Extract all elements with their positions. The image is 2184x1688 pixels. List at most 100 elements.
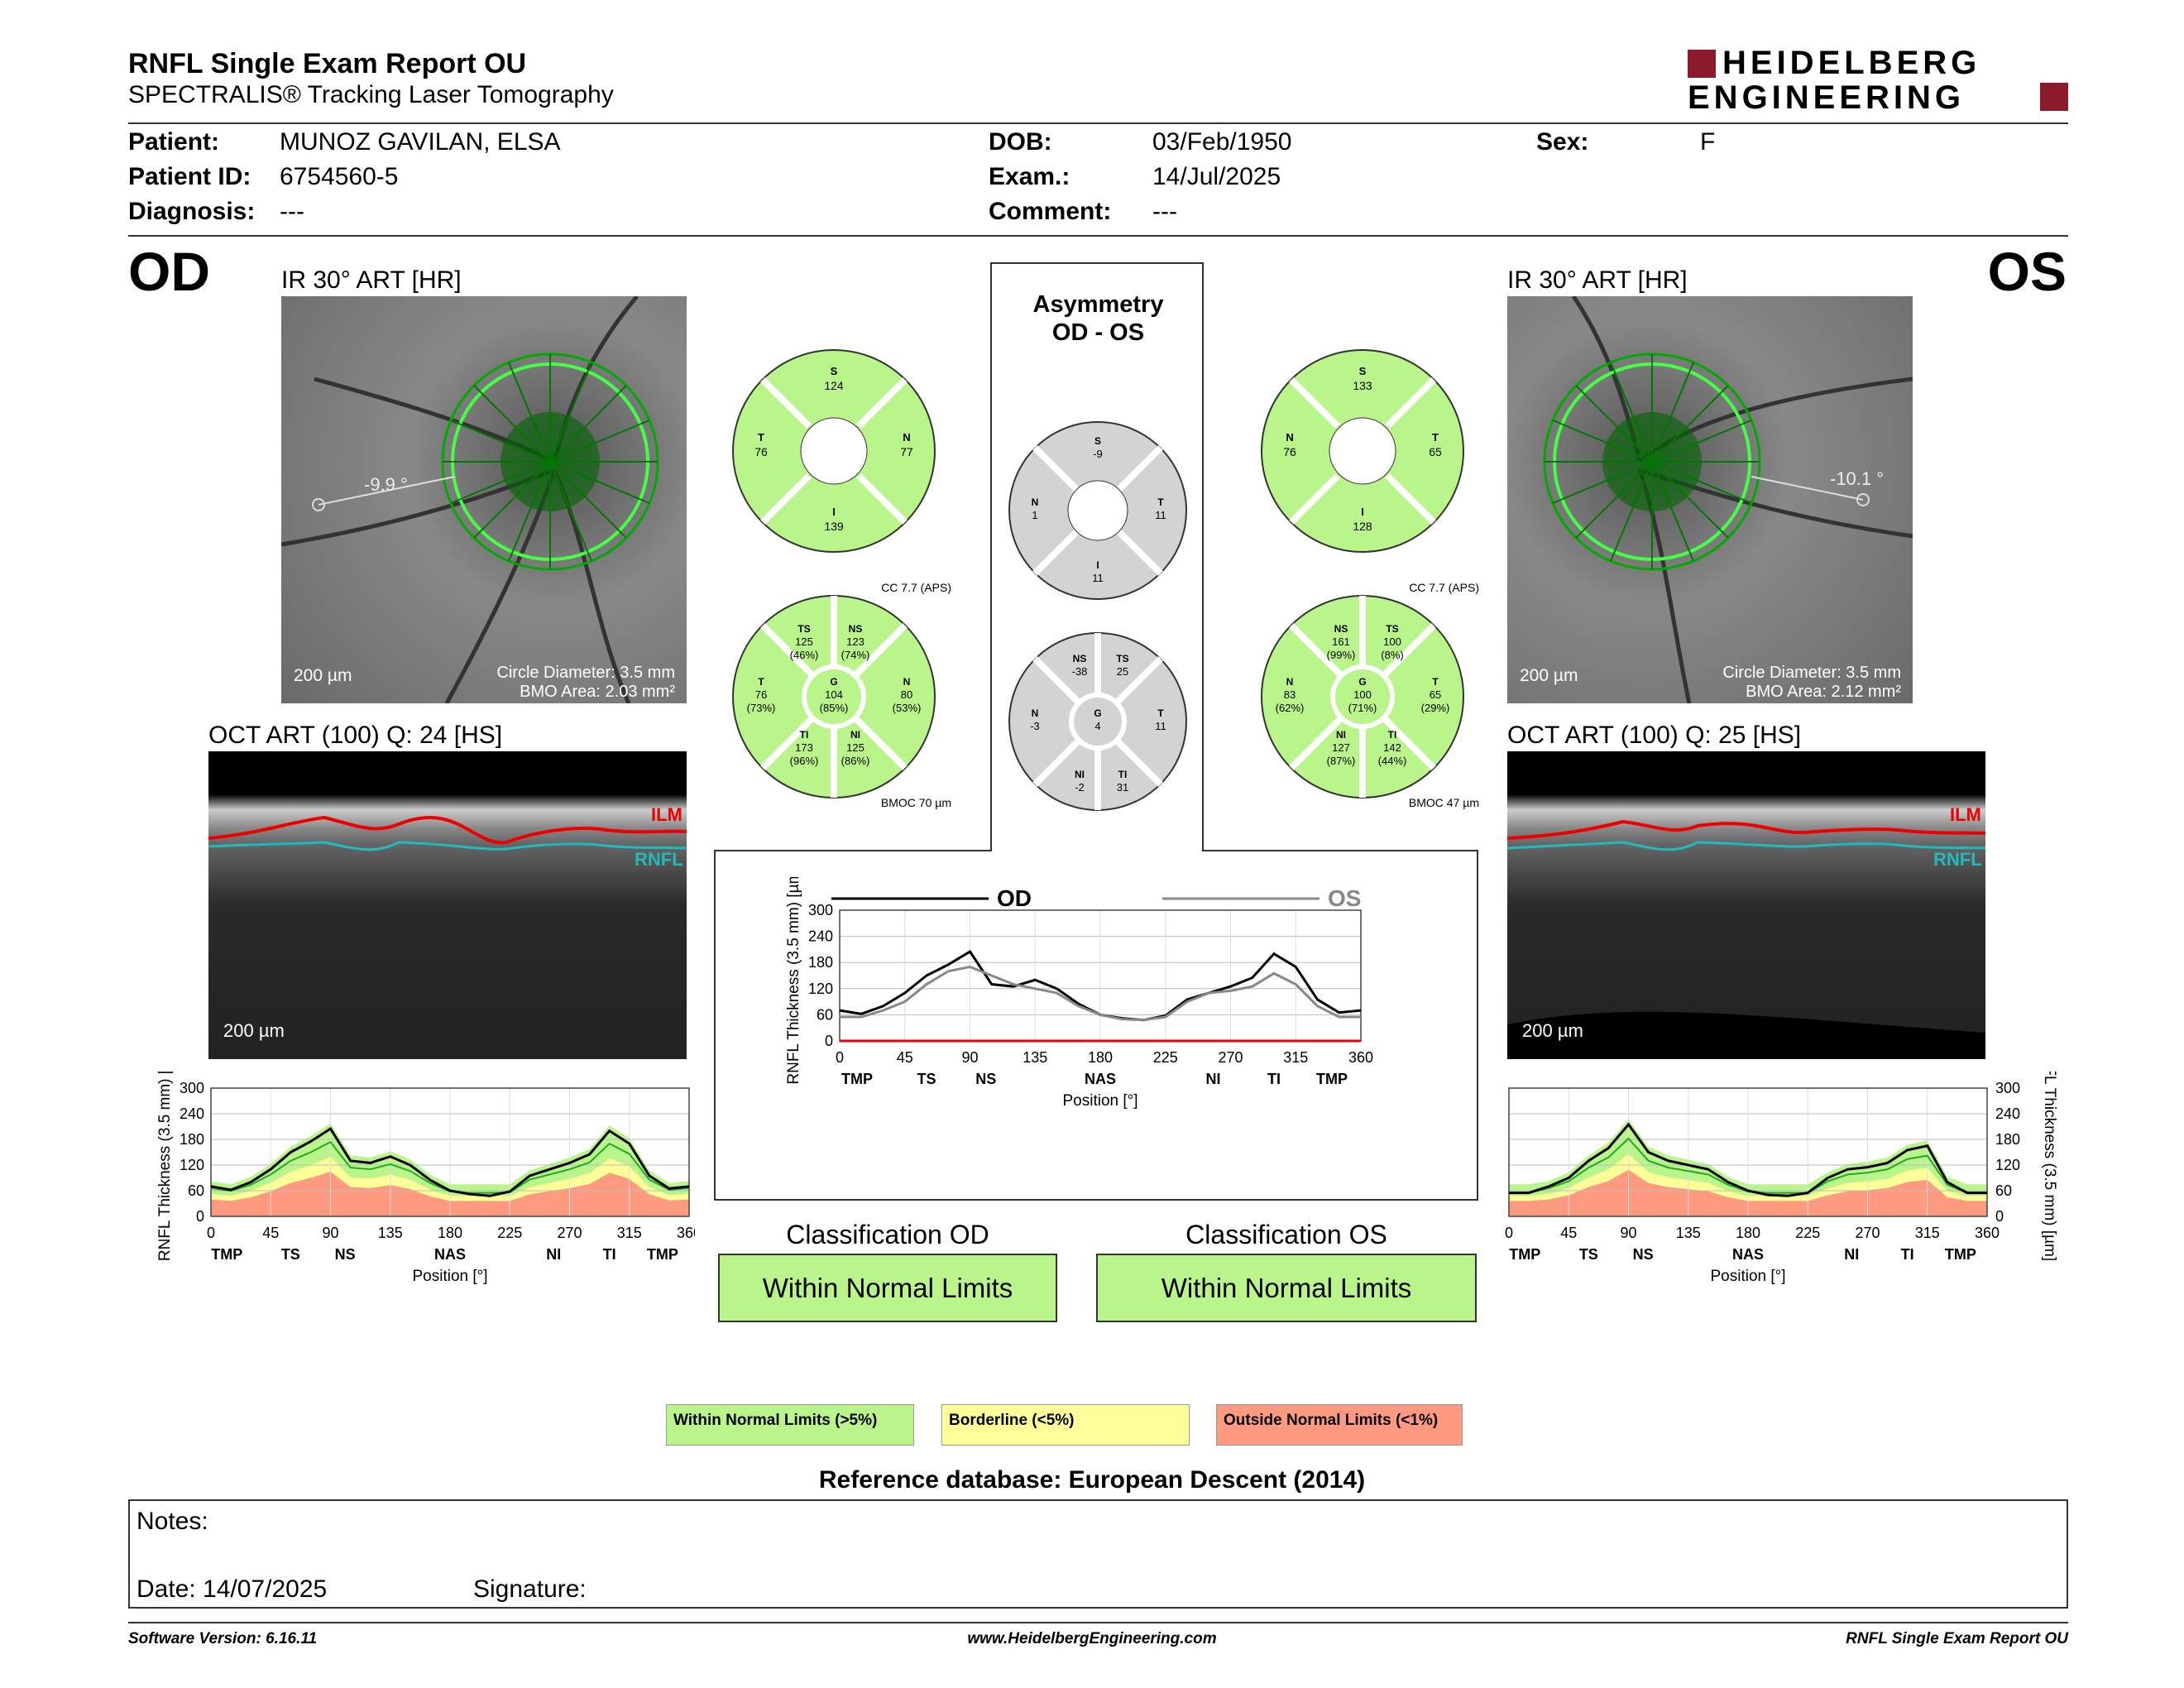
- od-rnfl-label: RNFL: [635, 849, 683, 870]
- sex-label: Sex:: [1536, 128, 1589, 156]
- y-tick-label: 300: [808, 902, 833, 918]
- notes-box[interactable]: Notes: Date: 14/07/2025 Signature:: [128, 1499, 2068, 1609]
- y-tick-label: 180: [1995, 1131, 2020, 1148]
- os-bmoc: BMOC 47 µm: [1409, 796, 1479, 809]
- asym-s4-n: 1: [1032, 509, 1037, 521]
- classification-os-title: Classification OS: [1185, 1220, 1387, 1249]
- svg-text:125: 125: [846, 741, 864, 754]
- sector-label: TS: [281, 1246, 300, 1263]
- x-tick-label: 45: [1560, 1225, 1577, 1241]
- svg-text:(62%): (62%): [1276, 702, 1305, 714]
- x-tick-label: 135: [1023, 1049, 1047, 1066]
- svg-text:T: T: [758, 676, 764, 688]
- sector-label: NI: [1844, 1246, 1859, 1263]
- os-ir-title: IR 30° ART [HR]: [1507, 266, 1688, 294]
- x-tick-label: 90: [322, 1225, 338, 1241]
- y-tick-label: 60: [817, 1006, 833, 1023]
- svg-text:11: 11: [1155, 720, 1166, 732]
- exam-label: Exam.:: [989, 163, 1070, 190]
- exam-date: 14/Jul/2025: [1152, 163, 1281, 190]
- svg-text:(74%): (74%): [841, 649, 870, 661]
- os-circle-diameter: Circle Diameter: 3.5 mm: [1722, 664, 1901, 682]
- svg-text:127: 127: [1332, 741, 1350, 754]
- heidelberg-logo: HEIDELBERG ENGINEERING: [1688, 45, 2068, 117]
- sector-label: TS: [917, 1071, 936, 1087]
- legend-wnl: Within Normal Limits (>5%): [666, 1404, 914, 1446]
- svg-text:(71%): (71%): [1348, 702, 1377, 714]
- y-tick-label: 60: [1995, 1182, 2012, 1199]
- x-tick-label: 270: [1855, 1225, 1880, 1241]
- svg-text:(99%): (99%): [1327, 649, 1356, 661]
- y-tick-label: 120: [1995, 1157, 2020, 1173]
- svg-text:(46%): (46%): [790, 649, 819, 661]
- x-axis-label: Position [°]: [1062, 1092, 1138, 1110]
- svg-text:T: T: [1432, 676, 1439, 688]
- x-tick-label: 360: [1975, 1225, 2000, 1241]
- svg-text:T: T: [1157, 496, 1164, 508]
- svg-text:100: 100: [1353, 688, 1372, 701]
- od-ir-scale: 200 µm: [294, 666, 352, 685]
- os-s4-i: 128: [1353, 520, 1372, 533]
- y-tick-label: 240: [808, 928, 833, 945]
- sector-label: NI: [546, 1246, 561, 1263]
- sector-label: TMP: [211, 1246, 242, 1263]
- svg-text:N: N: [1032, 707, 1039, 719]
- x-tick-label: 135: [378, 1225, 403, 1241]
- svg-text:(86%): (86%): [841, 755, 870, 767]
- asymmetry-title: Asymmetry: [1032, 291, 1164, 318]
- x-tick-label: 0: [1505, 1225, 1513, 1241]
- svg-text:-38: -38: [1072, 665, 1088, 678]
- plot-frame: [1508, 1087, 1988, 1217]
- svg-text:125: 125: [795, 635, 813, 648]
- od-s4-s: 124: [824, 379, 844, 392]
- dob: 03/Feb/1950: [1152, 128, 1292, 156]
- classification-od-title: Classification OD: [786, 1220, 989, 1249]
- y-tick-label: 300: [180, 1080, 204, 1096]
- sector-label: NAS: [1732, 1246, 1764, 1263]
- svg-text:TS: TS: [1116, 653, 1128, 664]
- patient-name: MUNOZ GAVILAN, ELSA: [280, 128, 561, 156]
- os-ilm-label: ILM: [1950, 804, 1981, 825]
- od-ir-image: -9.9 ° 200 µm Circle Diameter: 3.5 mm BM…: [281, 296, 687, 703]
- svg-text:-2: -2: [1075, 781, 1085, 794]
- svg-text:S: S: [1359, 365, 1367, 377]
- os-s4-n: 76: [1283, 445, 1296, 458]
- od-s4-i: 139: [824, 520, 844, 533]
- svg-text:N: N: [903, 676, 911, 688]
- svg-text:4: 4: [1094, 720, 1100, 732]
- x-tick-label: 270: [557, 1225, 582, 1241]
- svg-text:123: 123: [846, 635, 864, 648]
- x-axis-label: Position [°]: [1710, 1268, 1785, 1285]
- os-eye-label: OS: [1987, 241, 2067, 302]
- series-line-os: [1509, 1122, 1987, 1197]
- od-oct-image: ILM RNFL 200 µm: [208, 751, 687, 1059]
- y-axis-label: RNFL Thickness (3.5 mm) [µm]: [785, 877, 802, 1085]
- x-tick-label: 135: [1676, 1225, 1701, 1241]
- plot-frame: [210, 1087, 690, 1217]
- svg-text:TS: TS: [797, 623, 810, 635]
- x-tick-label: 360: [1348, 1049, 1373, 1066]
- x-tick-label: 225: [1795, 1225, 1820, 1241]
- svg-text:100: 100: [1383, 635, 1401, 648]
- svg-text:TI: TI: [1388, 729, 1397, 741]
- svg-text:142: 142: [1383, 741, 1401, 754]
- sector-label: TI: [603, 1246, 616, 1263]
- dob-label: DOB:: [989, 128, 1052, 156]
- footer-url[interactable]: www.HeidelbergEngineering.com: [967, 1630, 1217, 1647]
- notes-signature: Signature:: [473, 1575, 587, 1603]
- svg-text:T: T: [1432, 431, 1439, 444]
- y-tick-label: 300: [1995, 1080, 2020, 1096]
- svg-text:G: G: [1358, 676, 1366, 688]
- svg-text:(44%): (44%): [1378, 755, 1407, 767]
- center-panel-frame: [714, 262, 1478, 1201]
- y-tick-label: 180: [180, 1131, 204, 1148]
- sector-label: TMP: [1509, 1246, 1540, 1263]
- asymmetry-subtitle: OD - OS: [1051, 319, 1145, 346]
- x-tick-label: 0: [836, 1049, 844, 1066]
- sector-label: NAS: [1085, 1071, 1116, 1087]
- footer-version: Software Version: 6.16.11: [128, 1630, 318, 1647]
- y-tick-label: 240: [1995, 1105, 2020, 1122]
- svg-text:(96%): (96%): [790, 755, 819, 767]
- svg-text:104: 104: [825, 688, 843, 701]
